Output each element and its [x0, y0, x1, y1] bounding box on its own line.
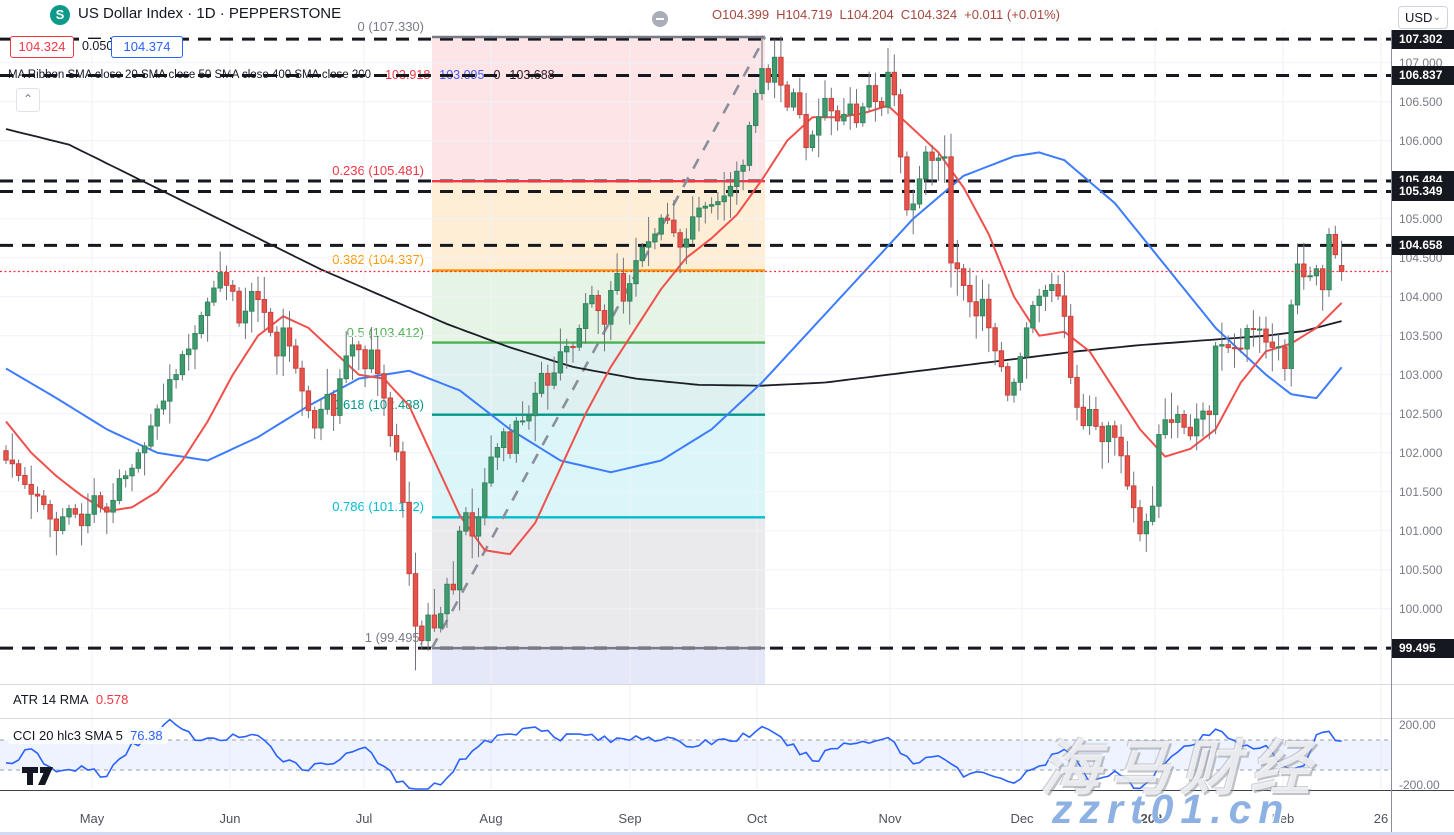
price-tick-label: 101.500: [1399, 484, 1443, 499]
cci-legend[interactable]: CCI 20 hlc3 SMA 5 76.38: [8, 727, 168, 744]
close-value: C104.324: [900, 7, 958, 22]
time-tick-label[interactable]: 26: [1373, 811, 1389, 826]
atr-title: ATR 14 RMA: [13, 692, 89, 707]
chevron-down-icon: ⌄: [1432, 12, 1441, 23]
time-tick-label[interactable]: Nov: [878, 811, 902, 826]
atr-legend[interactable]: ATR 14 RMA 0.578: [8, 691, 134, 708]
sma400-value: 0: [493, 68, 501, 82]
time-tick-label[interactable]: Sep: [618, 811, 642, 826]
price-tick-label: 105.000: [1399, 211, 1443, 226]
time-tick-label[interactable]: May: [79, 811, 105, 826]
price-tick-label: 103.500: [1399, 328, 1443, 343]
price-tick-label: 106.500: [1399, 94, 1443, 109]
time-tick-label[interactable]: 2024: [1140, 811, 1170, 826]
fib-level-label[interactable]: 0.618 (102.488): [332, 396, 424, 412]
price-tick-label: 100.500: [1399, 562, 1443, 577]
sma200-value: 103.688: [509, 68, 555, 82]
ask-price-badge[interactable]: 104.374: [111, 36, 183, 58]
low-value: L104.204: [839, 7, 894, 22]
price-tick-label: 100.000: [1399, 601, 1443, 616]
time-tick-label[interactable]: Aug: [479, 811, 503, 826]
bottom-strip: [0, 832, 1454, 835]
price-badge: 104.658: [1392, 235, 1454, 255]
fib-level-label[interactable]: 0 (107.330): [357, 19, 425, 34]
currency-dropdown[interactable]: USD ⌄: [1398, 6, 1448, 29]
price-tick-label: 102.500: [1399, 406, 1443, 421]
time-tick-label[interactable]: Feb: [1271, 811, 1295, 826]
cci-title: CCI 20 hlc3 SMA 5: [13, 728, 123, 743]
bid-price-badge[interactable]: 104.324: [10, 36, 74, 58]
fib-level-label[interactable]: 0.5 (103.412): [346, 324, 424, 340]
symbol-logo[interactable]: S: [50, 5, 70, 25]
time-tick-label[interactable]: Dec: [1010, 811, 1034, 826]
time-tick-label[interactable]: Jun: [219, 811, 241, 826]
watermark-url: zzrt01.cn: [1052, 786, 1291, 832]
cci-tick-label: -200.00: [1399, 778, 1440, 792]
cci-value: 76.38: [130, 728, 163, 743]
time-tick-label[interactable]: Oct: [746, 811, 768, 826]
price-badge: 107.302: [1392, 29, 1454, 49]
sma20-value: 103.918: [385, 68, 431, 82]
open-value: O104.399: [712, 7, 770, 22]
ma-ribbon-title: MA Ribbon SMA close 20 SMA close 50 SMA …: [8, 69, 372, 81]
price-axis[interactable]: 107.000 106.500 106.000 105.000 104.500 104.0…: [1391, 29, 1454, 835]
fib-level-label[interactable]: 1 (99.495): [364, 630, 424, 646]
high-value: H104.719: [776, 7, 833, 22]
price-badge: 106.837: [1392, 65, 1454, 85]
top-toolbar: S US Dollar Index · 1D · PEPPERSTONE O10…: [0, 0, 1454, 30]
sma50-value: 103.095: [439, 68, 485, 82]
price-tick-label: 101.000: [1399, 523, 1443, 538]
time-tick-label[interactable]: Jul: [355, 811, 373, 826]
ma-ribbon-values: 103.918 103.095 0 103.688: [379, 67, 561, 83]
collapse-legend-button[interactable]: ⌃: [16, 88, 40, 112]
minus-circle-icon[interactable]: [652, 11, 668, 27]
fib-level-label[interactable]: 0.236 (105.481): [332, 163, 424, 179]
tradingview-logo[interactable]: [20, 765, 60, 787]
price-tick-label: 102.000: [1399, 445, 1443, 460]
pane-separator-cci[interactable]: [0, 718, 1454, 719]
price-tick-label: 103.000: [1399, 367, 1443, 382]
symbol-title[interactable]: US Dollar Index · 1D · PEPPERSTONE: [78, 5, 342, 22]
fib-level-label[interactable]: 0.786 (101.172): [332, 499, 424, 515]
ma-ribbon-legend[interactable]: MA Ribbon SMA close 20 SMA close 50 SMA …: [8, 66, 561, 84]
fib-level-label[interactable]: 0.382 (104.337): [332, 252, 424, 268]
price-badge: 105.349: [1392, 182, 1454, 202]
ohlc-values: O104.399 H104.719 L104.204 C104.324 +0.011 (…: [712, 7, 1067, 22]
change-value: +0.011 (+0.01%): [964, 7, 1061, 22]
pane-separator-atr[interactable]: [0, 684, 1454, 685]
currency-label: USD: [1405, 10, 1433, 25]
price-tick-label: 104.000: [1399, 289, 1443, 304]
time-axis[interactable]: May Jun Jul Aug Sep Oct Nov Dec 2024 Feb 26: [0, 791, 1454, 835]
cci-tick-label: 200.00: [1399, 718, 1436, 732]
spread-value: 0.050: [80, 39, 116, 53]
atr-value: 0.578: [95, 692, 129, 707]
price-badge: 99.495: [1392, 638, 1454, 658]
price-tick-label: 106.000: [1399, 133, 1443, 148]
